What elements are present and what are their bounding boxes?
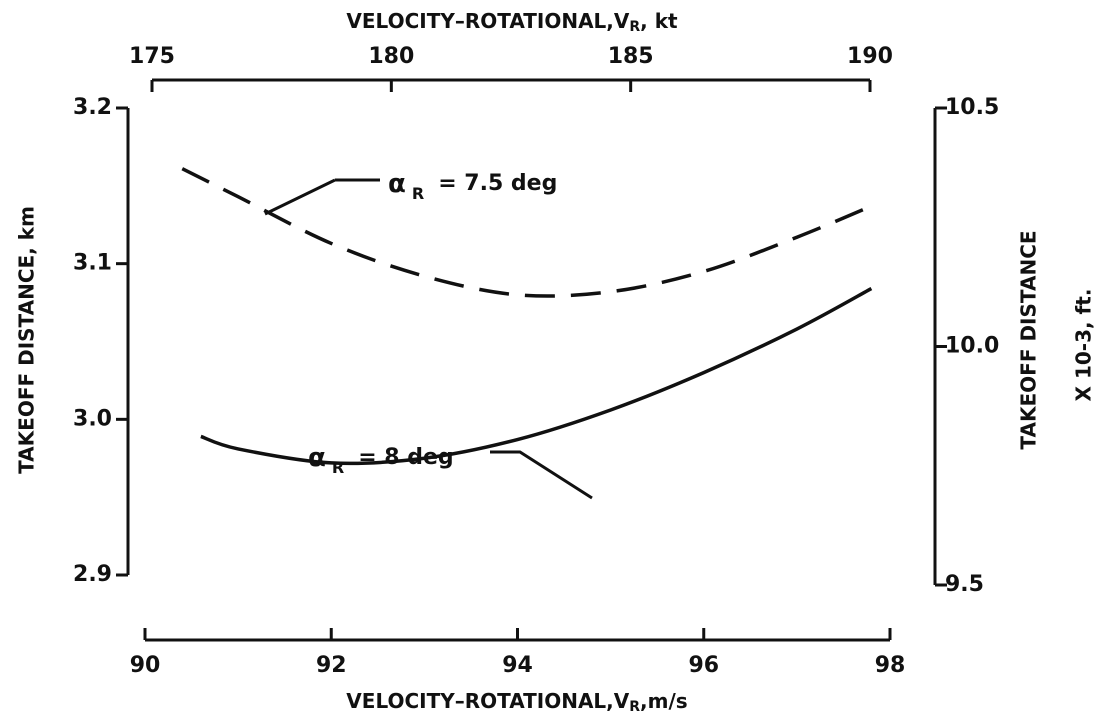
x2-axis-label: VELOCITY–ROTATIONAL,VR, kt <box>346 9 678 36</box>
x2-tick-label: 180 <box>368 44 414 69</box>
x2-label-text: VELOCITY–ROTATIONAL,V <box>346 9 629 33</box>
x-label-unit: ,m/s <box>640 689 688 713</box>
y-tick-label: 3.2 <box>73 95 112 120</box>
x-label-sub: R <box>629 699 640 715</box>
x2-tick-label: 185 <box>608 44 654 69</box>
annotation-symbol: α <box>388 169 406 199</box>
x-tick-label: 96 <box>688 653 719 678</box>
y-tick-label: 3.1 <box>73 251 112 276</box>
annotation-text: = 7.5 deg <box>438 171 557 196</box>
x2-label-sub: R <box>629 19 640 35</box>
y2-axis-label-unit: X 10-3, ft. <box>1072 289 1096 402</box>
annotation-leader <box>264 178 380 216</box>
x-tick-label: 92 <box>316 653 347 678</box>
annotation-symbol: α <box>308 443 326 473</box>
x-axis-label: VELOCITY–ROTATIONAL,VR,m/s <box>346 689 687 716</box>
series-line <box>181 167 873 298</box>
y2-tick-label: 10.5 <box>945 95 999 120</box>
x-tick-label: 90 <box>130 653 161 678</box>
x-tick-label: 98 <box>875 653 906 678</box>
annotation-subscript: R <box>412 184 424 203</box>
x-label-text: VELOCITY–ROTATIONAL,V <box>346 689 629 713</box>
x2-tick-label: 175 <box>129 44 175 69</box>
y2-tick-label: 10.0 <box>945 334 999 359</box>
y-tick-label: 3.0 <box>73 406 112 431</box>
x2-label-unit: , kt <box>640 9 678 33</box>
annotation-subscript: R <box>332 458 344 477</box>
y-tick-label: 2.9 <box>73 562 112 587</box>
annotation: α R = 7.5 deg <box>388 169 557 203</box>
x2-tick-label: 190 <box>847 44 893 69</box>
y2-axis-label: TAKEOFF DISTANCE <box>1017 230 1041 449</box>
y2-tick-label: 9.5 <box>945 572 984 597</box>
annotation-text: = 8 deg <box>358 445 453 470</box>
series-line <box>200 287 873 466</box>
y-axis-label: TAKEOFF DISTANCE, km <box>15 206 39 474</box>
annotation-leader <box>490 450 593 500</box>
annotation: α R = 8 deg <box>308 443 454 477</box>
x-tick-label: 94 <box>502 653 533 678</box>
